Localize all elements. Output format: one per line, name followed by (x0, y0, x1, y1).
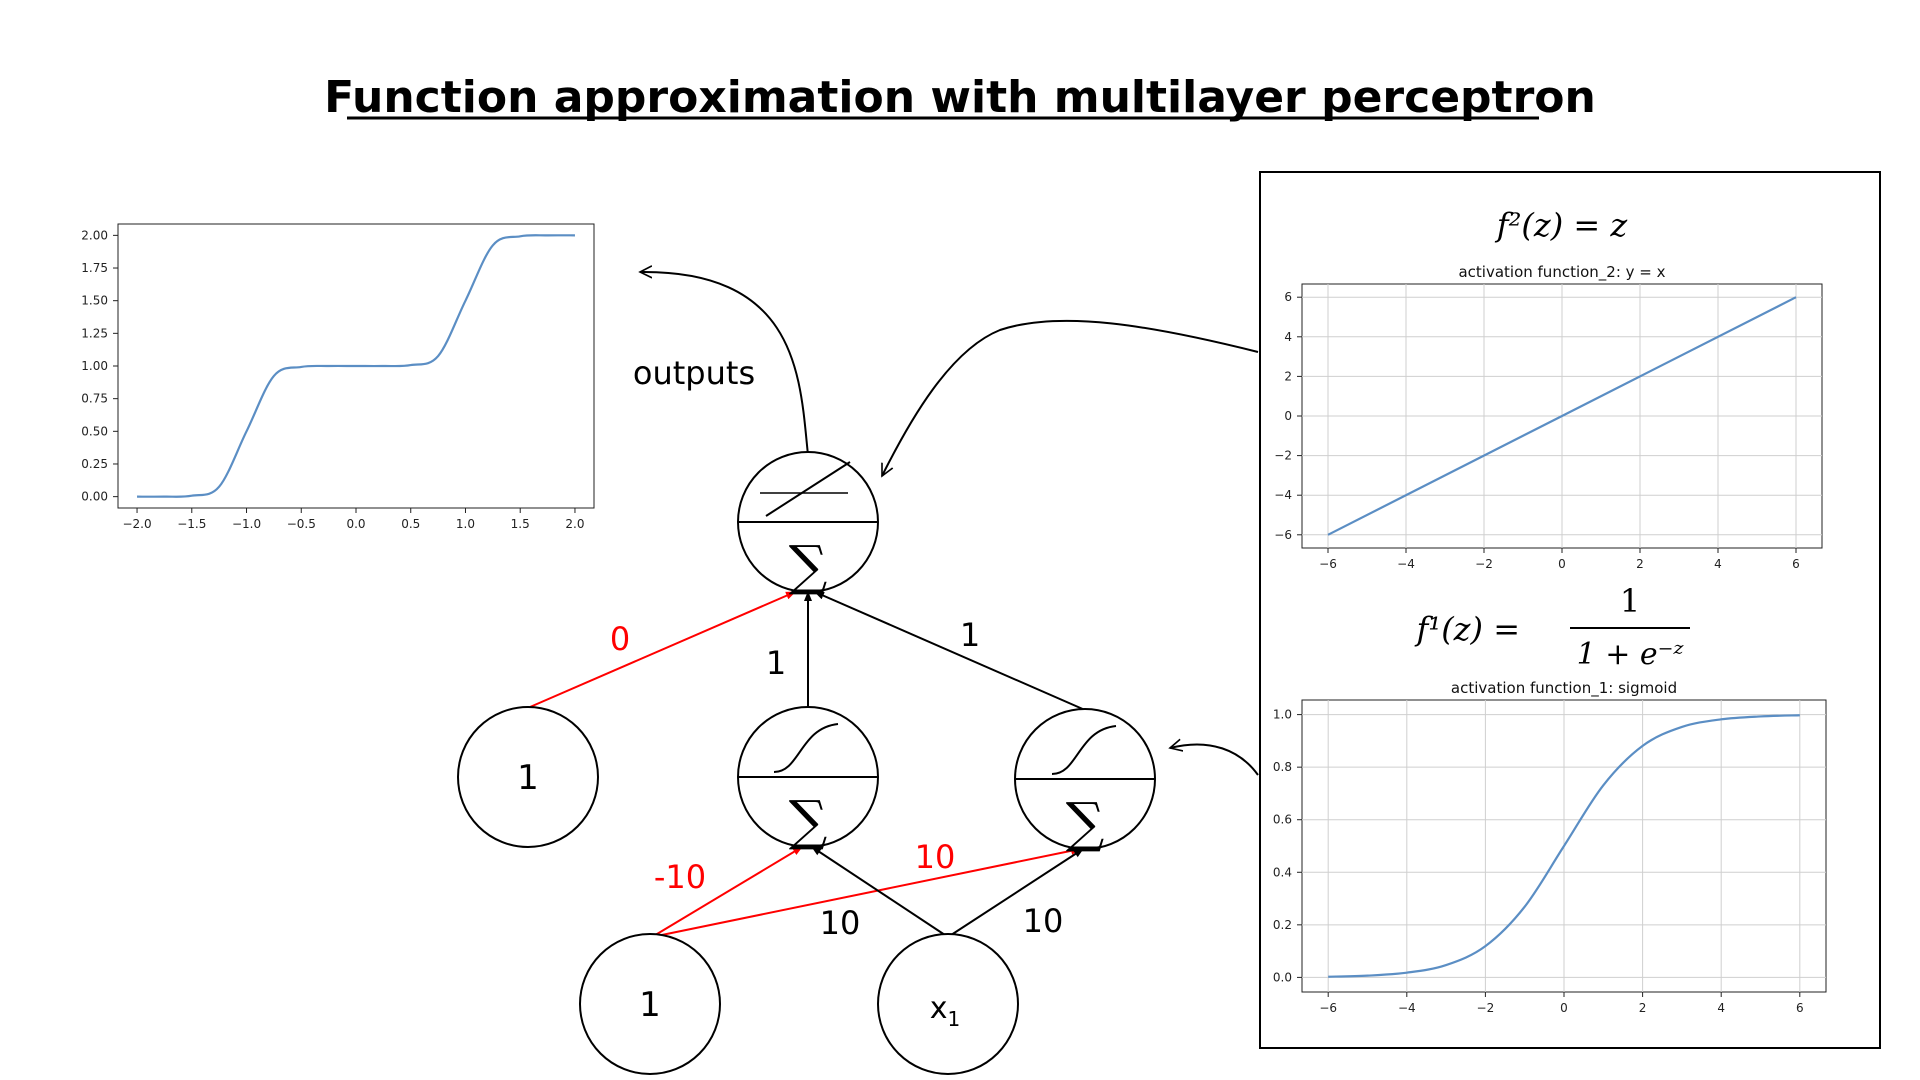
sigmoid-activation-arrow (1170, 744, 1259, 776)
sum-icon: ∑ (789, 534, 828, 597)
series-line (1328, 714, 1800, 978)
x-tick-label: 0 (1558, 557, 1566, 571)
x-tick-label: 2 (1636, 557, 1644, 571)
plot-title: activation function_1: sigmoid (1451, 679, 1677, 698)
svg-text:x1: x1 (930, 991, 961, 1031)
x-tick-label: −6 (1319, 1001, 1337, 1015)
y-tick-label: −2 (1274, 449, 1292, 463)
activation-plot-sigmoid: −6 −4 −2 0 2 4 6 0.0 0.2 0.4 0.6 0.8 1.0 activation f… (1273, 679, 1827, 1015)
series-line (1327, 296, 1797, 536)
bias-node-input-label: 1 (639, 985, 661, 1025)
edge-bias-to-hidden1 (651, 846, 803, 938)
weight-x-hidden2: 10 (1023, 902, 1064, 940)
x-tick-label: 1.0 (456, 517, 475, 531)
weight-bias-hidden2: 10 (915, 838, 956, 876)
x-tick-label: −1.0 (232, 517, 261, 531)
bias-node-input: 1 (579, 933, 721, 1075)
f1-formula-lhs: f¹(z) = (1415, 610, 1520, 648)
output-neuron: ∑ (737, 451, 879, 597)
sum-icon: ∑ (1066, 791, 1105, 854)
activation-plot-linear: −6 −4 −2 0 2 4 6 −6 −4 −2 0 2 4 6 activation function_… (1274, 263, 1823, 571)
page-title: Function approximation with multilayer p… (324, 72, 1596, 123)
input-node-x1: x1 (877, 933, 1019, 1075)
y-tick-label: 0.50 (81, 424, 108, 438)
weight-bias-hidden1: -10 (654, 858, 706, 896)
sum-icon: ∑ (789, 789, 828, 852)
input-node-label: x (930, 991, 948, 1026)
hidden-neuron-2: ∑ (1014, 708, 1156, 854)
x-tick-label: 6 (1796, 1001, 1804, 1015)
edge-bias-to-hidden2 (651, 846, 1081, 938)
edge-x-to-hidden1 (811, 846, 949, 938)
edge-bias-to-output (529, 591, 796, 708)
y-tick-label: 0.2 (1273, 918, 1292, 932)
sigmoid-activation-icon (1051, 725, 1117, 775)
weight-hidden1-output: 1 (766, 644, 786, 682)
y-tick-label: 0 (1284, 409, 1292, 423)
y-tick-label: 0.8 (1273, 760, 1292, 774)
x-tick-label: −0.5 (287, 517, 316, 531)
bias-node-hidden: 1 (457, 706, 599, 848)
output-plot: −2.0 −1.5 −1.0 −0.5 0.0 0.5 1.0 1.5 2.0 0.00 0.25 0… (81, 223, 595, 531)
sigmoid-activation-icon (773, 723, 839, 773)
series-line (137, 234, 575, 498)
outputs-arrow (640, 272, 809, 456)
y-tick-label: −4 (1274, 488, 1292, 502)
weight-hidden2-output: 1 (960, 616, 980, 654)
f1-formula-denominator: 1 + e⁻ᶻ (1577, 637, 1685, 672)
x-tick-label: 0.0 (346, 517, 365, 531)
plot-title: activation function_2: y = x (1458, 263, 1665, 282)
x-tick-label: −6 (1319, 557, 1337, 571)
f2-formula: f²(z) = z (1495, 206, 1629, 244)
y-tick-label: 2 (1284, 369, 1292, 383)
x-tick-label: 6 (1792, 557, 1800, 571)
x-tick-label: −1.5 (177, 517, 206, 531)
y-tick-label: 6 (1284, 290, 1292, 304)
y-tick-label: 1.50 (81, 294, 108, 308)
y-tick-label: 0.0 (1273, 970, 1292, 984)
edge-hidden2-to-output (814, 591, 1086, 711)
y-tick-label: 1.00 (81, 359, 108, 373)
x-tick-label: 4 (1717, 1001, 1725, 1015)
y-tick-label: −6 (1274, 528, 1292, 542)
bias-node-hidden-label: 1 (517, 758, 539, 798)
linear-activation-arrow (881, 319, 1259, 476)
x-tick-label: −2 (1475, 557, 1493, 571)
x-tick-label: 4 (1714, 557, 1722, 571)
activation-panel (1259, 171, 1881, 1049)
x-tick-label: 0 (1560, 1001, 1568, 1015)
hidden-neuron-1: ∑ (737, 706, 879, 852)
f1-formula-numerator: 1 (1620, 582, 1640, 620)
y-tick-label: 0.6 (1273, 813, 1292, 827)
y-tick-label: 0.25 (81, 457, 108, 471)
edge-x-to-hidden2 (947, 848, 1084, 938)
x-tick-label: −4 (1398, 1001, 1416, 1015)
y-tick-label: 2.00 (81, 228, 108, 242)
x-tick-label: 0.5 (401, 517, 420, 531)
y-tick-label: 0.75 (81, 392, 108, 406)
y-tick-label: 1.25 (81, 326, 108, 340)
y-tick-label: 0.00 (81, 490, 108, 504)
y-tick-label: 4 (1284, 330, 1292, 344)
x-tick-label: −2.0 (122, 517, 151, 531)
linear-activation-icon (765, 461, 851, 517)
x-tick-label: −4 (1397, 557, 1415, 571)
weight-x-hidden1: 10 (820, 904, 861, 942)
input-node-subscript: 1 (948, 1007, 961, 1031)
y-tick-label: 0.4 (1273, 865, 1292, 879)
weight-bias-output: 0 (610, 620, 630, 658)
y-tick-label: 1.0 (1273, 708, 1292, 722)
x-tick-label: −2 (1477, 1001, 1495, 1015)
outputs-label: outputs (633, 354, 755, 392)
x-tick-label: 2.0 (565, 517, 584, 531)
x-tick-label: 1.5 (511, 517, 530, 531)
x-tick-label: 2 (1639, 1001, 1647, 1015)
y-tick-label: 1.75 (81, 261, 108, 275)
